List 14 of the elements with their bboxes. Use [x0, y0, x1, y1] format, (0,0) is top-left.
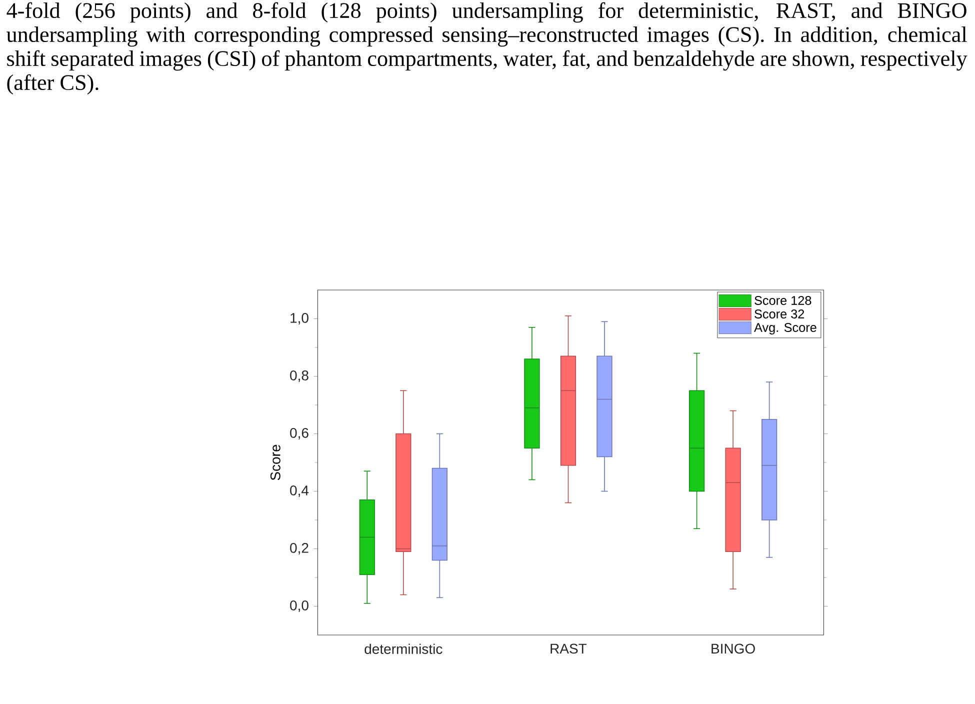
- y-tick-label: 0,4: [290, 485, 309, 498]
- x-tick-label: deterministic: [364, 644, 442, 654]
- y-tick-label: 0,6: [290, 428, 308, 440]
- y-axis-title: Score: [270, 444, 280, 480]
- x-tick-label: RAST: [550, 644, 587, 654]
- legend-label: Score 32: [754, 310, 804, 318]
- legend-label: Score 128: [754, 296, 812, 305]
- y-tick-label: 0,0: [290, 600, 308, 612]
- y-tick-label: 0,2: [290, 542, 308, 555]
- text: 4-fold (256 points) and 8-fold (128 points) undersampling for deterministic, RAST, and BINGO undersampling with corresponding compressed sensing–reconstructed images (CS). In addition, chemical shift separated images (CSI) of phantom compartments, water, fat, and benzaldehyde are shown, respectively (after CS).: [6, 2, 968, 95]
- legend-label: Avg. Score: [754, 323, 816, 334]
- y-tick-label: 1,0: [290, 312, 308, 325]
- y-tick-label: 0,8: [290, 370, 308, 382]
- x-tick-label: BINGO: [712, 644, 755, 654]
